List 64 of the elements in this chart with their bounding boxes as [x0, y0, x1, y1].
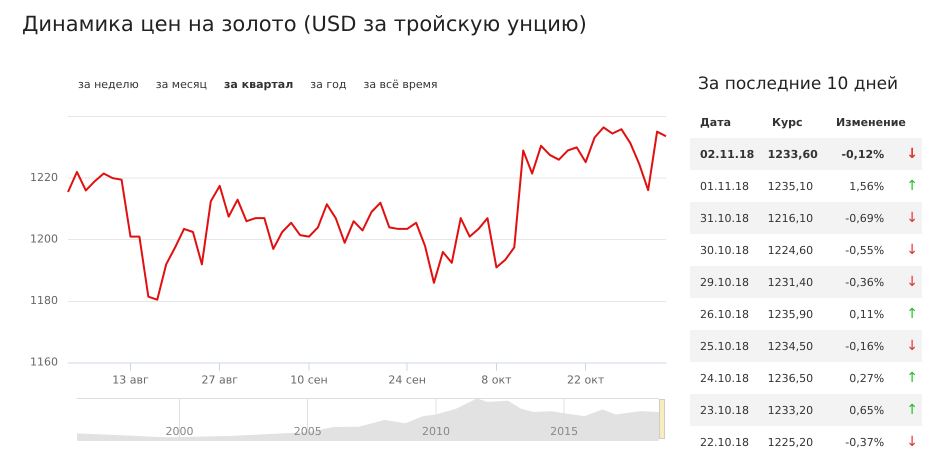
x-tick-label: 22 окт: [567, 373, 605, 386]
text: 23.10.18: [699, 404, 750, 416]
text: 25.10.18: [699, 340, 750, 352]
text: 0,65%: [848, 404, 884, 416]
text: 1234,50: [768, 340, 814, 352]
text: -0,12%: [840, 148, 884, 160]
text: ↓: [905, 146, 919, 162]
x-tick-label: 27 авг: [201, 373, 238, 386]
x-tick-label: 2010: [422, 425, 450, 438]
y-tick-label: 1160: [30, 356, 58, 369]
text: ↓: [905, 210, 919, 226]
text: ↑: [905, 178, 919, 194]
text: за всё время: [363, 78, 438, 91]
text: За последние 10 дней: [698, 74, 900, 94]
text: ↑: [905, 402, 919, 418]
text: 1224,60: [768, 244, 814, 256]
text: ↑: [905, 306, 919, 322]
text: ↓: [905, 338, 919, 354]
text: -0,55%: [844, 244, 884, 256]
text: 29.10.18: [699, 276, 750, 288]
text: 30.10.18: [699, 244, 750, 256]
text: 31.10.18: [699, 212, 750, 224]
text: за неделю: [78, 78, 139, 91]
text: -0,16%: [844, 340, 884, 352]
text: за квартал: [224, 78, 294, 91]
text: -0,69%: [844, 212, 884, 224]
y-tick-label: 1220: [30, 171, 58, 184]
text: ↓: [905, 242, 919, 258]
text: Изменение: [836, 116, 906, 128]
chart-title: Динамика цен на золото (USD за тройскую унцию): [22, 12, 587, 36]
text: 1236,50: [768, 372, 814, 384]
text: 0,11%: [848, 308, 884, 320]
text: 1216,10: [768, 212, 814, 224]
text: 24.10.18: [699, 372, 750, 384]
x-tick-label: 24 сен: [388, 373, 426, 386]
text: ↓: [905, 274, 919, 290]
x-tick-label: 8 окт: [481, 373, 512, 386]
text: 01.11.18: [699, 180, 750, 192]
text: 1225,20: [768, 436, 814, 448]
text: 22.10.18: [699, 436, 750, 448]
text: Дата: [699, 116, 732, 128]
text: 26.10.18: [699, 308, 750, 320]
x-tick-label: 13 авг: [112, 373, 149, 386]
text: 1233,20: [768, 404, 814, 416]
text: 1235,90: [768, 308, 814, 320]
text: 0,27%: [848, 372, 884, 384]
text: -0,37%: [844, 436, 884, 448]
x-tick-label: 2000: [166, 425, 194, 438]
text: за год: [310, 78, 346, 91]
y-tick-label: 1200: [30, 232, 58, 246]
text: 1,56%: [848, 180, 884, 192]
text: ↑: [905, 370, 919, 386]
text: 1235,10: [768, 180, 814, 192]
y-tick-label: 1180: [30, 294, 58, 308]
text: 1233,60: [768, 148, 819, 160]
x-tick-label: 2005: [294, 425, 322, 438]
text: -0,36%: [844, 276, 884, 288]
text: 02.11.18: [699, 148, 756, 160]
text: ↓: [905, 434, 919, 450]
text: Курс: [772, 116, 804, 128]
text: 1231,40: [768, 276, 814, 288]
x-tick-label: 2015: [550, 425, 578, 438]
text: за месяц: [156, 78, 208, 91]
x-tick-label: 10 сен: [290, 373, 328, 386]
